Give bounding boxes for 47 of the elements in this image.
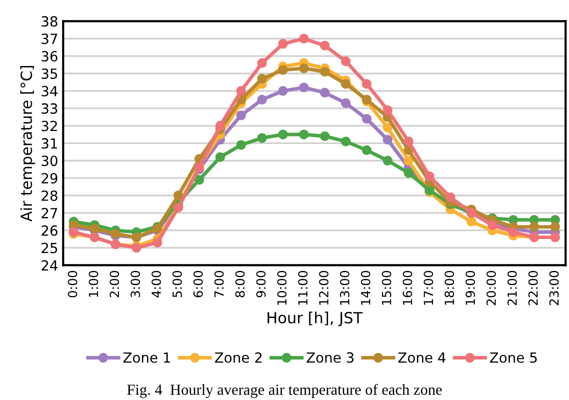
x-tick-label: 15:00 — [382, 270, 392, 305]
x-tick-label: 14:00 — [360, 270, 370, 305]
x-tick-label: 21:00 — [507, 270, 517, 306]
y-tick-label: 31 — [42, 138, 58, 149]
x-tick-label: 9:00 — [256, 270, 266, 298]
x-tick-label: 8:00 — [235, 270, 245, 298]
x-tick-label: 4:00 — [152, 270, 161, 298]
y-tick-label: 37 — [42, 34, 58, 44]
legend-label: Zone 4 — [398, 352, 446, 363]
x-tick-label: 22:00 — [528, 270, 538, 306]
x-tick-label: 18:00 — [444, 270, 454, 305]
y-tick-label: 38 — [42, 16, 58, 27]
y-tick-label: 28 — [42, 190, 58, 201]
y-tick-label: 29 — [42, 173, 58, 184]
y-tick-label: 27 — [42, 208, 58, 218]
y-tick-label: 33 — [42, 103, 58, 114]
y-axis-title: Air temperature [°C] — [20, 66, 36, 222]
x-tick-label: 19:00 — [466, 270, 476, 305]
y-tick-label: 34 — [42, 86, 58, 96]
x-tick-label: 2:00 — [110, 270, 120, 298]
caption: Fig. 4 Hourly average air temperature of each zone — [127, 384, 442, 398]
x-tick-label: 0:00 — [68, 270, 78, 298]
y-tick-label: 25 — [42, 242, 58, 254]
x-tick-label: 23:00 — [549, 270, 559, 306]
x-axis-title: Hour [h], JST — [268, 312, 363, 326]
x-tick-label: 17:00 — [424, 270, 434, 305]
x-tick-label: 12:00 — [319, 270, 328, 305]
legend-label: Zone 1 — [123, 352, 170, 363]
legend-label: Zone 5 — [490, 352, 537, 363]
y-tick-label: 30 — [42, 156, 58, 166]
y-tick-label: 26 — [42, 225, 58, 236]
x-tick-label: 1:00 — [88, 270, 98, 297]
x-tick-label: 6:00 — [193, 270, 203, 298]
x-tick-label: 20:00 — [486, 270, 496, 306]
x-tick-label: 3:00 — [130, 270, 140, 298]
x-tick-label: 10:00 — [277, 270, 287, 305]
x-tick-label: 16:00 — [402, 270, 412, 305]
x-tick-label: 11:00 — [298, 270, 308, 305]
y-tick-label: 24 — [42, 260, 58, 270]
y-tick-label: 32 — [42, 120, 57, 132]
y-tick-label: 36 — [42, 51, 58, 62]
legend-label: Zone 3 — [306, 352, 354, 363]
x-tick-label: 13:00 — [340, 270, 350, 305]
x-tick-label: 7:00 — [214, 270, 224, 298]
y-tick-label: 35 — [42, 68, 58, 79]
x-tick-label: 5:00 — [172, 270, 182, 298]
legend-label: Zone 2 — [214, 352, 262, 363]
